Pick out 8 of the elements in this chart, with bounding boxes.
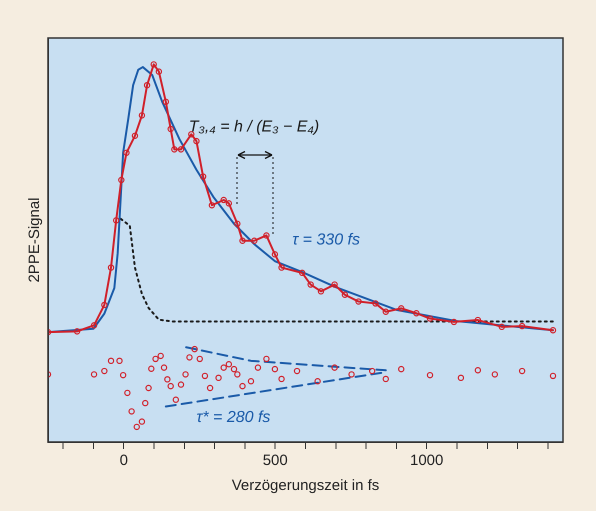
x-tick-label: 1000: [410, 452, 444, 470]
annotation: τ = 330 fs: [292, 231, 360, 248]
y-axis-title: 2PPE-Signal: [26, 197, 44, 283]
annotation: τ* = 280 fs: [196, 409, 270, 426]
x-axis-title: Verzögerungszeit in fs: [232, 477, 380, 494]
x-tick-label: 0: [120, 452, 128, 470]
x-tick-label: 500: [262, 452, 288, 470]
annotation: T₃,₄ = h / (E₃ − E₄): [188, 118, 320, 136]
